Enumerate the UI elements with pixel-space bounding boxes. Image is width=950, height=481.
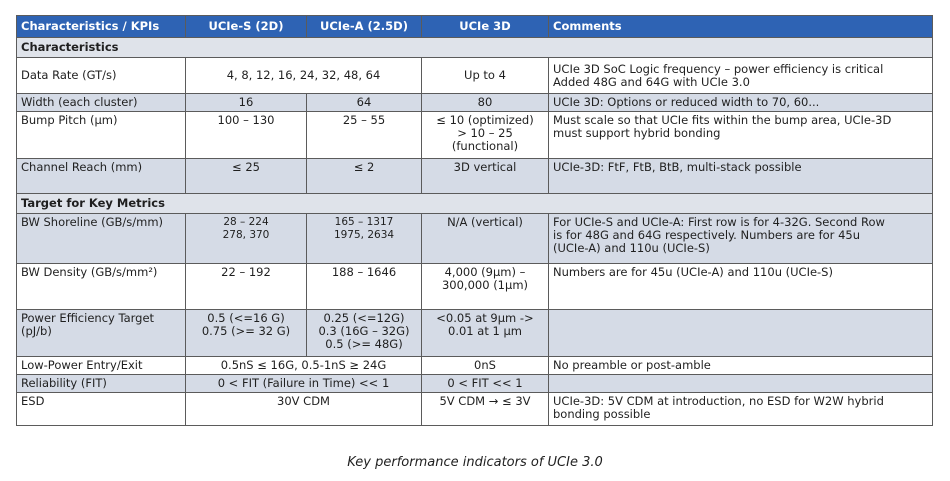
figure-caption: Key performance indicators of UCIe 3.0	[347, 455, 603, 470]
cell-line: 0.01 at 1 µm	[448, 324, 522, 338]
row-label: Low-Power Entry/Exit	[16, 356, 186, 375]
cell-line: (functional)	[451, 139, 519, 153]
cell-ucie-a: 64	[306, 93, 422, 112]
cell-line: 4,000 (9µm) –	[444, 265, 526, 279]
cell-ucie-a: 25 – 55	[306, 111, 422, 159]
cell-ucie-a: 165 – 1317 1975, 2634	[306, 213, 422, 264]
cell-ucie-s: 22 – 192	[185, 263, 307, 310]
cell-ucie-s: 0.5 (<=16 G) 0.75 (>= 32 G)	[185, 309, 307, 357]
label-line: (pJ/b)	[21, 324, 52, 338]
comment-line: Must scale so that UCIe fits within the …	[553, 113, 892, 127]
row-label: Power Efficiency Target (pJ/b)	[16, 309, 186, 357]
comment-line: is for 48G and 64G respectively. Numbers…	[553, 228, 860, 242]
header-comments: Comments	[548, 15, 933, 38]
cell-comment: UCIe 3D SoC Logic frequency – power effi…	[548, 57, 933, 94]
cell-line: 165 – 1317	[334, 216, 394, 228]
cell-comment: UCIe-3D: 5V CDM at introduction, no ESD …	[548, 392, 933, 426]
cell-comment: For UCIe-S and UCIe-A: First row is for …	[548, 213, 933, 264]
row-label: Reliability (FIT)	[16, 374, 186, 393]
cell-ucie-3d: 0 < FIT << 1	[421, 374, 549, 393]
cell-comment	[548, 374, 933, 393]
cell-ucie-3d: 80	[421, 93, 549, 112]
table-row-bw-shoreline: BW Shoreline (GB/s/mm) 28 – 224 278, 370…	[16, 213, 933, 264]
row-label: ESD	[16, 392, 186, 426]
table-row-power-efficiency: Power Efficiency Target (pJ/b) 0.5 (<=16…	[16, 309, 933, 357]
row-label: Width (each cluster)	[16, 93, 186, 112]
cell-comment: Numbers are for 45u (UCIe-A) and 110u (U…	[548, 263, 933, 310]
comment-line: Added 48G and 64G with UCIe 3.0	[553, 74, 750, 89]
cell-line: 300,000 (1µm)	[441, 278, 529, 292]
comment-line: UCIe 3D SoC Logic frequency – power effi…	[553, 61, 884, 76]
comment-line: (UCIe-A) and 110u (UCIe-S)	[553, 241, 710, 255]
header-kpis: Characteristics / KPIs	[16, 15, 186, 38]
cell-ucie-a: 188 – 1646	[306, 263, 422, 310]
header-ucie-a: UCIe-A (2.5D)	[306, 15, 422, 38]
table-row-bw-density: BW Density (GB/s/mm²) 22 – 192 188 – 164…	[16, 263, 933, 310]
section-row-target: Target for Key Metrics	[16, 193, 933, 214]
table-header-row: Characteristics / KPIs UCIe-S (2D) UCIe-…	[16, 15, 933, 38]
cell-ucie-3d: N/A (vertical)	[421, 213, 549, 264]
header-ucie-3d: UCIe 3D	[421, 15, 549, 38]
table-row-data-rate: Data Rate (GT/s) 4, 8, 12, 16, 24, 32, 4…	[16, 57, 933, 94]
cell-ucie-s: 28 – 224 278, 370	[185, 213, 307, 264]
cell-ucie-s-a: 30V CDM	[185, 392, 422, 426]
cell-ucie-3d: 3D vertical	[421, 158, 549, 194]
cell-comment: UCIe 3D: Options or reduced width to 70,…	[548, 93, 933, 112]
cell-comment: No preamble or post-amble	[548, 356, 933, 375]
comment-line: must support hybrid bonding	[553, 126, 721, 140]
table-row-low-power: Low-Power Entry/Exit 0.5nS ≤ 16G, 0.5-1n…	[16, 356, 933, 375]
cell-line: 0.75 (>= 32 G)	[201, 324, 291, 338]
cell-line: > 10 – 25	[457, 126, 513, 140]
cell-line: 28 – 224	[223, 216, 269, 228]
table-row-reliability: Reliability (FIT) 0 < FIT (Failure in Ti…	[16, 374, 933, 393]
cell-ucie-3d: 4,000 (9µm) – 300,000 (1µm)	[421, 263, 549, 310]
kpi-table: Characteristics / KPIs UCIe-S (2D) UCIe-…	[16, 15, 933, 426]
cell-line: <0.05 at 9µm ->	[436, 311, 534, 325]
cell-comment: UCIe-3D: FtF, FtB, BtB, multi-stack poss…	[548, 158, 933, 194]
header-ucie-s: UCIe-S (2D)	[185, 15, 307, 38]
cell-ucie-3d: ≤ 10 (optimized) > 10 – 25 (functional)	[421, 111, 549, 159]
cell-ucie-s: 100 – 130	[185, 111, 307, 159]
cell-ucie-s: 16	[185, 93, 307, 112]
comment-line: bonding possible	[553, 407, 651, 421]
cell-line: 0.5 (<=16 G)	[207, 311, 285, 325]
cell-ucie-a: ≤ 2	[306, 158, 422, 194]
cell-ucie-3d: <0.05 at 9µm -> 0.01 at 1 µm	[421, 309, 549, 357]
cell-line: 0.3 (16G – 32G)	[318, 324, 410, 338]
cell-ucie-s: ≤ 25	[185, 158, 307, 194]
label-line: Power Efficiency Target	[21, 311, 155, 325]
row-label: BW Shoreline (GB/s/mm)	[16, 213, 186, 264]
cell-ucie-s-a: 0 < FIT (Failure in Time) << 1	[185, 374, 422, 393]
row-label: BW Density (GB/s/mm²)	[16, 263, 186, 310]
cell-line: 0.25 (<=12G)	[323, 311, 405, 325]
table-row-bump-pitch: Bump Pitch (µm) 100 – 130 25 – 55 ≤ 10 (…	[16, 111, 933, 159]
cell-line: 1975, 2634	[333, 229, 395, 241]
cell-comment	[548, 309, 933, 357]
table-row-width: Width (each cluster) 16 64 80 UCIe 3D: O…	[16, 93, 933, 112]
section-title-target: Target for Key Metrics	[16, 193, 933, 214]
section-title-characteristics: Characteristics	[16, 37, 933, 58]
cell-ucie-s-a: 4, 8, 12, 16, 24, 32, 48, 64	[185, 57, 422, 94]
cell-comment: Must scale so that UCIe fits within the …	[548, 111, 933, 159]
cell-ucie-a: 0.25 (<=12G) 0.3 (16G – 32G) 0.5 (>= 48G…	[306, 309, 422, 357]
cell-ucie-3d: 0nS	[421, 356, 549, 375]
cell-line: 278, 370	[222, 229, 270, 241]
comment-line: For UCIe-S and UCIe-A: First row is for …	[553, 215, 885, 229]
cell-ucie-s-a: 0.5nS ≤ 16G, 0.5-1nS ≥ 24G	[185, 356, 422, 375]
row-label: Bump Pitch (µm)	[16, 111, 186, 159]
cell-line: 0.5 (>= 48G)	[325, 337, 403, 351]
row-label: Data Rate (GT/s)	[16, 57, 186, 94]
comment-line: UCIe-3D: 5V CDM at introduction, no ESD …	[553, 394, 884, 408]
section-row-characteristics: Characteristics	[16, 37, 933, 58]
cell-line: ≤ 10 (optimized)	[436, 113, 534, 127]
row-label: Channel Reach (mm)	[16, 158, 186, 194]
table-row-channel-reach: Channel Reach (mm) ≤ 25 ≤ 2 3D vertical …	[16, 158, 933, 194]
table-row-esd: ESD 30V CDM 5V CDM → ≤ 3V UCIe-3D: 5V CD…	[16, 392, 933, 426]
cell-ucie-3d: 5V CDM → ≤ 3V	[421, 392, 549, 426]
cell-ucie-3d: Up to 4	[421, 57, 549, 94]
